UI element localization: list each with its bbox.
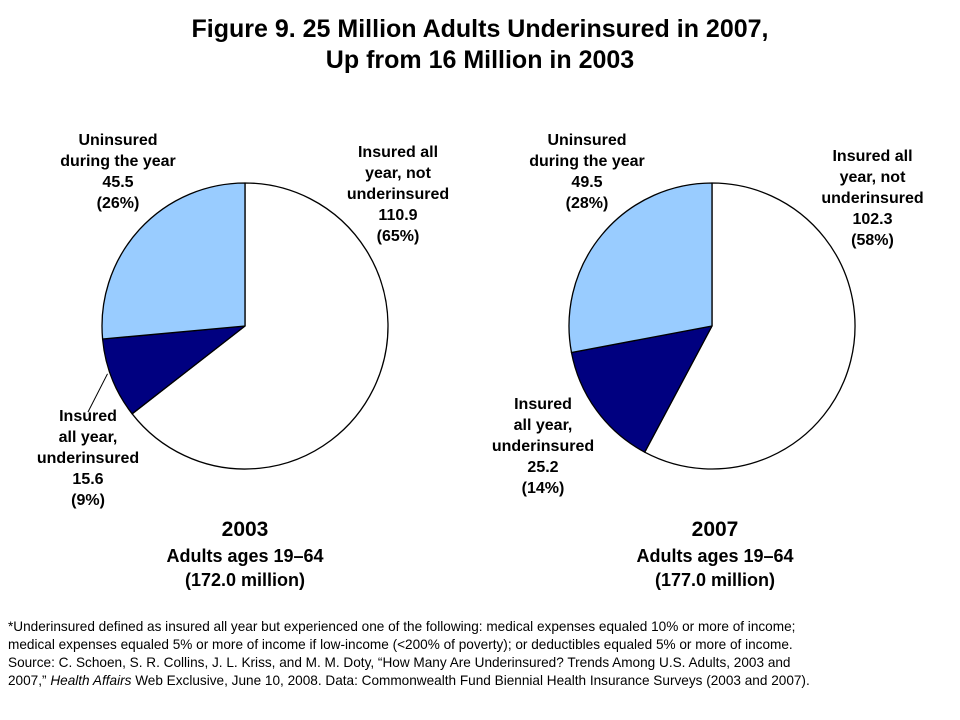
pie-2003-subtitle-2: (172.0 million) xyxy=(184,570,306,590)
pie-2007-label-underinsured: Insured all year, underinsured 25.2 (14%… xyxy=(491,396,595,497)
chart-title-line2: Up from 16 Million in 2003 xyxy=(325,46,635,74)
chart-title: Figure 9. 25 Million Adults Underinsured… xyxy=(0,14,960,76)
pie-chart-2003 xyxy=(101,182,389,470)
pie-2007-subtitle-2: (177.0 million) xyxy=(654,570,776,590)
pie-2003-caption: 2003 Adults ages 19–64 (172.0 million) xyxy=(120,516,370,592)
chart-title-line1: Figure 9. 25 Million Adults Underinsured… xyxy=(191,15,769,43)
footnote-line1: *Underinsured defined as insured all yea… xyxy=(8,619,796,634)
pie-chart-2007 xyxy=(568,182,856,470)
pie-2007-label-insured-not-underinsured: Insured all year, not underinsured 102.3… xyxy=(821,148,924,249)
pie-2003-label-underinsured: Insured all year, underinsured 15.6 (9%) xyxy=(36,408,140,509)
pie-2007-slice-insured-not-underinsured xyxy=(644,182,856,470)
footnote-line4: 2007,” Health Affairs Web Exclusive, Jun… xyxy=(8,673,810,688)
footnote-line3: Source: C. Schoen, S. R. Collins, J. L. … xyxy=(8,655,791,670)
pie-2003-slice-insured-not-underinsured xyxy=(131,182,389,470)
pie-2007-label-uninsured: Uninsured during the year 49.5 (28%) xyxy=(529,132,645,212)
leader-line-underinsured-2003 xyxy=(87,373,108,413)
pie-2007-slice-uninsured xyxy=(568,182,713,354)
pie-2007-caption: 2007 Adults ages 19–64 (177.0 million) xyxy=(590,516,840,592)
pie-2007-slice-insured-underinsured xyxy=(570,325,713,453)
pie-2003-slice-uninsured xyxy=(101,182,246,340)
pie-2003-label-uninsured: Uninsured during the year 45.5 (26%) xyxy=(60,132,176,212)
pie-2007-year: 2007 xyxy=(691,518,739,541)
footnote: *Underinsured defined as insured all yea… xyxy=(8,618,958,690)
pie-2003-slice-insured-underinsured xyxy=(101,325,246,415)
pie-2003-year: 2003 xyxy=(221,518,269,541)
footnote-line2: medical expenses equaled 5% or more of i… xyxy=(8,637,793,652)
pie-2003-subtitle-1: Adults ages 19–64 xyxy=(166,546,324,566)
pie-2003-label-insured-not-underinsured: Insured all year, not underinsured 110.9… xyxy=(346,144,450,245)
footnote-journal: Health Affairs xyxy=(50,673,132,688)
pie-2007-subtitle-1: Adults ages 19–64 xyxy=(636,546,794,566)
